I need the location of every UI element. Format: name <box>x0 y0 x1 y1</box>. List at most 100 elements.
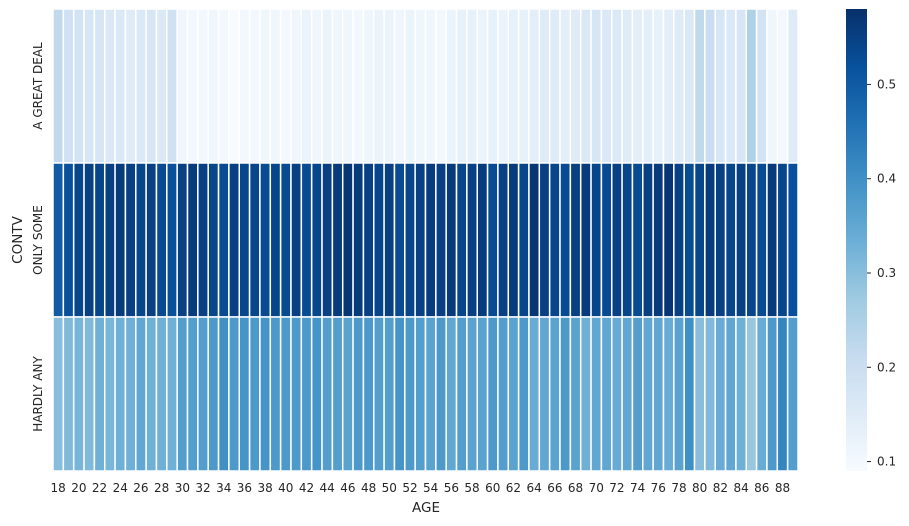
y-tick-label: A GREAT DEAL <box>31 42 45 130</box>
x-tick-label: 78 <box>671 481 686 495</box>
heatmap-cell <box>445 316 458 472</box>
heatmap-cell <box>93 316 106 472</box>
heatmap-cell <box>269 316 282 472</box>
heatmap-cell <box>352 162 365 318</box>
heatmap-cell <box>124 8 137 164</box>
heatmap-cell <box>528 162 541 318</box>
x-tick-label: 24 <box>113 481 128 495</box>
heatmap-cell <box>786 316 799 472</box>
x-tick-label: 46 <box>340 481 355 495</box>
heatmap-cell <box>455 162 468 318</box>
heatmap-cell <box>124 162 137 318</box>
heatmap-cell <box>517 8 530 164</box>
heatmap-cell <box>476 316 489 472</box>
heatmap-cell <box>145 162 158 318</box>
heatmap-cell <box>248 162 261 318</box>
heatmap-cell <box>321 162 334 318</box>
heatmap-cell <box>786 8 799 164</box>
heatmap-cell <box>507 8 520 164</box>
heatmap-cells <box>52 8 799 472</box>
heatmap-cell <box>310 316 323 472</box>
x-tick-label: 70 <box>589 481 604 495</box>
heatmap-cell <box>776 316 789 472</box>
heatmap-cell <box>579 8 592 164</box>
heatmap-cell <box>259 162 272 318</box>
heatmap-cell <box>259 8 272 164</box>
x-tick-label: 88 <box>775 481 790 495</box>
x-tick-label: 60 <box>485 481 500 495</box>
heatmap-cell <box>735 8 748 164</box>
x-tick-label: 58 <box>464 481 479 495</box>
heatmap-cell <box>786 162 799 318</box>
heatmap-cell <box>486 316 499 472</box>
heatmap-cell <box>755 316 768 472</box>
heatmap-cell <box>569 162 582 318</box>
heatmap-cell <box>197 316 209 472</box>
heatmap-cell <box>155 316 168 472</box>
heatmap-cell <box>445 162 458 318</box>
heatmap-cell <box>424 316 437 472</box>
heatmap-cell <box>662 316 675 472</box>
heatmap-cell <box>683 316 696 472</box>
y-tick-labels: A GREAT DEAL ONLY SOME HARDLY ANY <box>31 42 45 432</box>
heatmap-cell <box>528 8 541 164</box>
heatmap-cell <box>559 316 572 472</box>
heatmap-cell <box>279 316 292 472</box>
heatmap-cell <box>704 8 716 164</box>
heatmap-cell <box>611 162 623 318</box>
heatmap-cell <box>538 162 551 318</box>
heatmap-cell <box>207 8 220 164</box>
heatmap-cell <box>642 316 654 472</box>
heatmap-cell <box>197 162 209 318</box>
heatmap-cell <box>300 8 313 164</box>
x-tick-label: 74 <box>630 481 645 495</box>
heatmap-cell <box>673 162 685 318</box>
heatmap-cell <box>217 316 230 472</box>
x-tick-label: 80 <box>692 481 707 495</box>
heatmap-cell <box>683 8 696 164</box>
x-tick-label: 56 <box>444 481 459 495</box>
heatmap-cell <box>590 316 603 472</box>
heatmap-cell <box>766 8 779 164</box>
heatmap-cell <box>600 162 613 318</box>
heatmap-cell <box>621 162 634 318</box>
heatmap-cell <box>693 316 706 472</box>
heatmap-cell <box>600 316 613 472</box>
heatmap-cell <box>341 316 354 472</box>
heatmap-cell <box>569 8 582 164</box>
heatmap-cell <box>62 162 75 318</box>
heatmap-cell <box>393 162 406 318</box>
heatmap-cell <box>559 162 572 318</box>
heatmap-cell <box>83 162 96 318</box>
heatmap-cell <box>300 316 313 472</box>
x-tick-label: 42 <box>299 481 314 495</box>
heatmap-cell <box>279 8 292 164</box>
colorbar <box>846 9 867 471</box>
heatmap-cell <box>52 162 65 318</box>
x-axis-label: AGE <box>412 500 440 516</box>
heatmap-cell <box>466 162 478 318</box>
heatmap-cell <box>145 316 158 472</box>
heatmap-cell <box>445 8 458 164</box>
heatmap-cell <box>383 316 396 472</box>
heatmap-cell <box>331 8 344 164</box>
heatmap-cell <box>662 8 675 164</box>
heatmap-cell <box>93 162 106 318</box>
heatmap-cell <box>548 162 561 318</box>
heatmap-cell <box>745 316 758 472</box>
heatmap-cell <box>435 162 447 318</box>
heatmap-cell <box>404 8 416 164</box>
heatmap-cell <box>673 316 685 472</box>
heatmap-cell <box>248 8 261 164</box>
heatmap-cell <box>414 8 427 164</box>
heatmap-cell <box>704 162 716 318</box>
heatmap-cell <box>373 8 385 164</box>
heatmap-cell <box>290 8 303 164</box>
heatmap-cell <box>486 8 499 164</box>
heatmap-cell <box>538 316 551 472</box>
heatmap-cell <box>373 316 385 472</box>
heatmap-cell <box>642 8 654 164</box>
x-tick-label: 38 <box>257 481 272 495</box>
x-tick-label: 52 <box>402 481 417 495</box>
